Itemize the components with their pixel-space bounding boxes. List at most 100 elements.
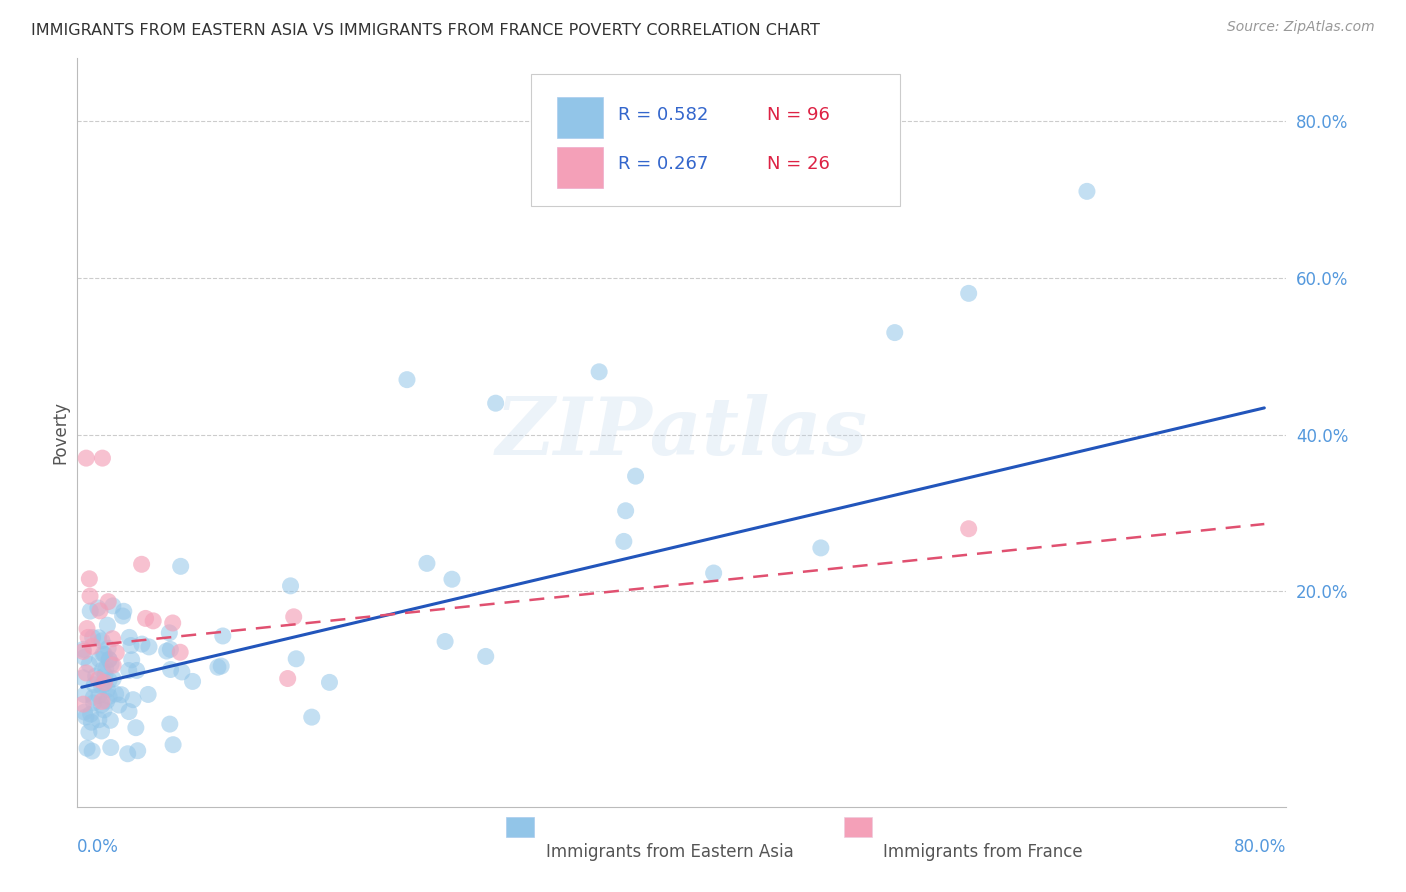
Point <box>131 637 153 651</box>
Point <box>97 594 120 608</box>
Point <box>96 682 118 697</box>
Point <box>94 668 117 682</box>
Point <box>125 664 148 678</box>
Point <box>614 504 637 518</box>
Point <box>101 658 124 673</box>
Point <box>80 715 103 730</box>
Point <box>207 660 229 674</box>
Point <box>1076 185 1098 199</box>
Point <box>105 646 128 660</box>
Point <box>76 741 98 756</box>
Point <box>162 615 184 630</box>
Y-axis label: Poverty: Poverty <box>51 401 69 464</box>
Point <box>82 640 104 654</box>
Point <box>98 652 121 666</box>
Point <box>485 396 508 410</box>
Bar <box>557 97 603 138</box>
Point <box>79 707 101 722</box>
Point <box>118 705 141 719</box>
Point <box>957 286 980 301</box>
Point <box>159 642 181 657</box>
Point <box>73 705 96 719</box>
Point <box>75 710 97 724</box>
Point <box>94 662 117 676</box>
Point <box>93 675 115 690</box>
Point <box>98 690 121 704</box>
Point <box>98 653 121 667</box>
Point <box>170 665 193 679</box>
Text: Immigrants from Eastern Asia: Immigrants from Eastern Asia <box>546 843 793 861</box>
Point <box>93 677 115 691</box>
Point <box>395 373 418 387</box>
Point <box>181 674 204 689</box>
Point <box>87 673 110 687</box>
Point <box>301 710 323 724</box>
Point <box>111 609 134 624</box>
Text: N = 96: N = 96 <box>766 106 830 124</box>
Point <box>169 645 191 659</box>
Point <box>90 679 112 693</box>
Point <box>72 644 94 658</box>
Point <box>588 365 610 379</box>
Point <box>162 738 184 752</box>
Point <box>121 653 143 667</box>
Point <box>93 703 115 717</box>
Point <box>75 451 97 466</box>
Point <box>101 599 124 613</box>
Point <box>285 652 308 666</box>
Point <box>117 747 139 761</box>
Point <box>209 659 232 673</box>
Point <box>73 650 96 665</box>
Point <box>125 721 148 735</box>
Point <box>613 534 636 549</box>
Point <box>957 522 980 536</box>
Point <box>75 665 97 680</box>
Point <box>77 631 100 645</box>
Point <box>76 622 98 636</box>
Point <box>440 572 463 586</box>
Point <box>703 566 725 580</box>
Bar <box>557 147 603 188</box>
Point <box>277 672 299 686</box>
Text: R = 0.267: R = 0.267 <box>617 155 709 173</box>
Point <box>87 631 110 645</box>
Point <box>77 657 100 672</box>
Point <box>104 687 127 701</box>
Point <box>82 631 104 645</box>
Point <box>72 671 94 685</box>
Point <box>89 652 111 666</box>
Point <box>82 690 104 705</box>
Point <box>159 717 181 731</box>
Point <box>157 625 180 640</box>
Point <box>83 696 105 710</box>
Point <box>112 604 135 618</box>
Point <box>118 631 141 645</box>
Point <box>135 611 157 625</box>
Point <box>434 634 457 648</box>
Point <box>91 451 114 466</box>
Point <box>84 669 107 683</box>
Point <box>100 657 122 672</box>
Point <box>91 647 114 661</box>
Point <box>96 694 118 708</box>
Point <box>100 740 122 755</box>
Point <box>82 744 104 758</box>
Text: 0.0%: 0.0% <box>77 838 120 856</box>
Text: IMMIGRANTS FROM EASTERN ASIA VS IMMIGRANTS FROM FRANCE POVERTY CORRELATION CHART: IMMIGRANTS FROM EASTERN ASIA VS IMMIGRAN… <box>31 23 820 38</box>
Text: Immigrants from France: Immigrants from France <box>883 843 1083 861</box>
Point <box>318 675 340 690</box>
Point <box>170 559 193 574</box>
Point <box>127 744 149 758</box>
Point <box>810 541 832 555</box>
Point <box>91 694 114 708</box>
Point <box>93 648 115 662</box>
Point <box>89 604 111 618</box>
Point <box>97 641 120 656</box>
Text: N = 26: N = 26 <box>766 155 830 173</box>
FancyBboxPatch shape <box>531 74 900 205</box>
Point <box>283 609 305 624</box>
Point <box>96 618 118 632</box>
Point <box>474 649 496 664</box>
Point <box>72 697 94 711</box>
Point <box>624 469 647 483</box>
